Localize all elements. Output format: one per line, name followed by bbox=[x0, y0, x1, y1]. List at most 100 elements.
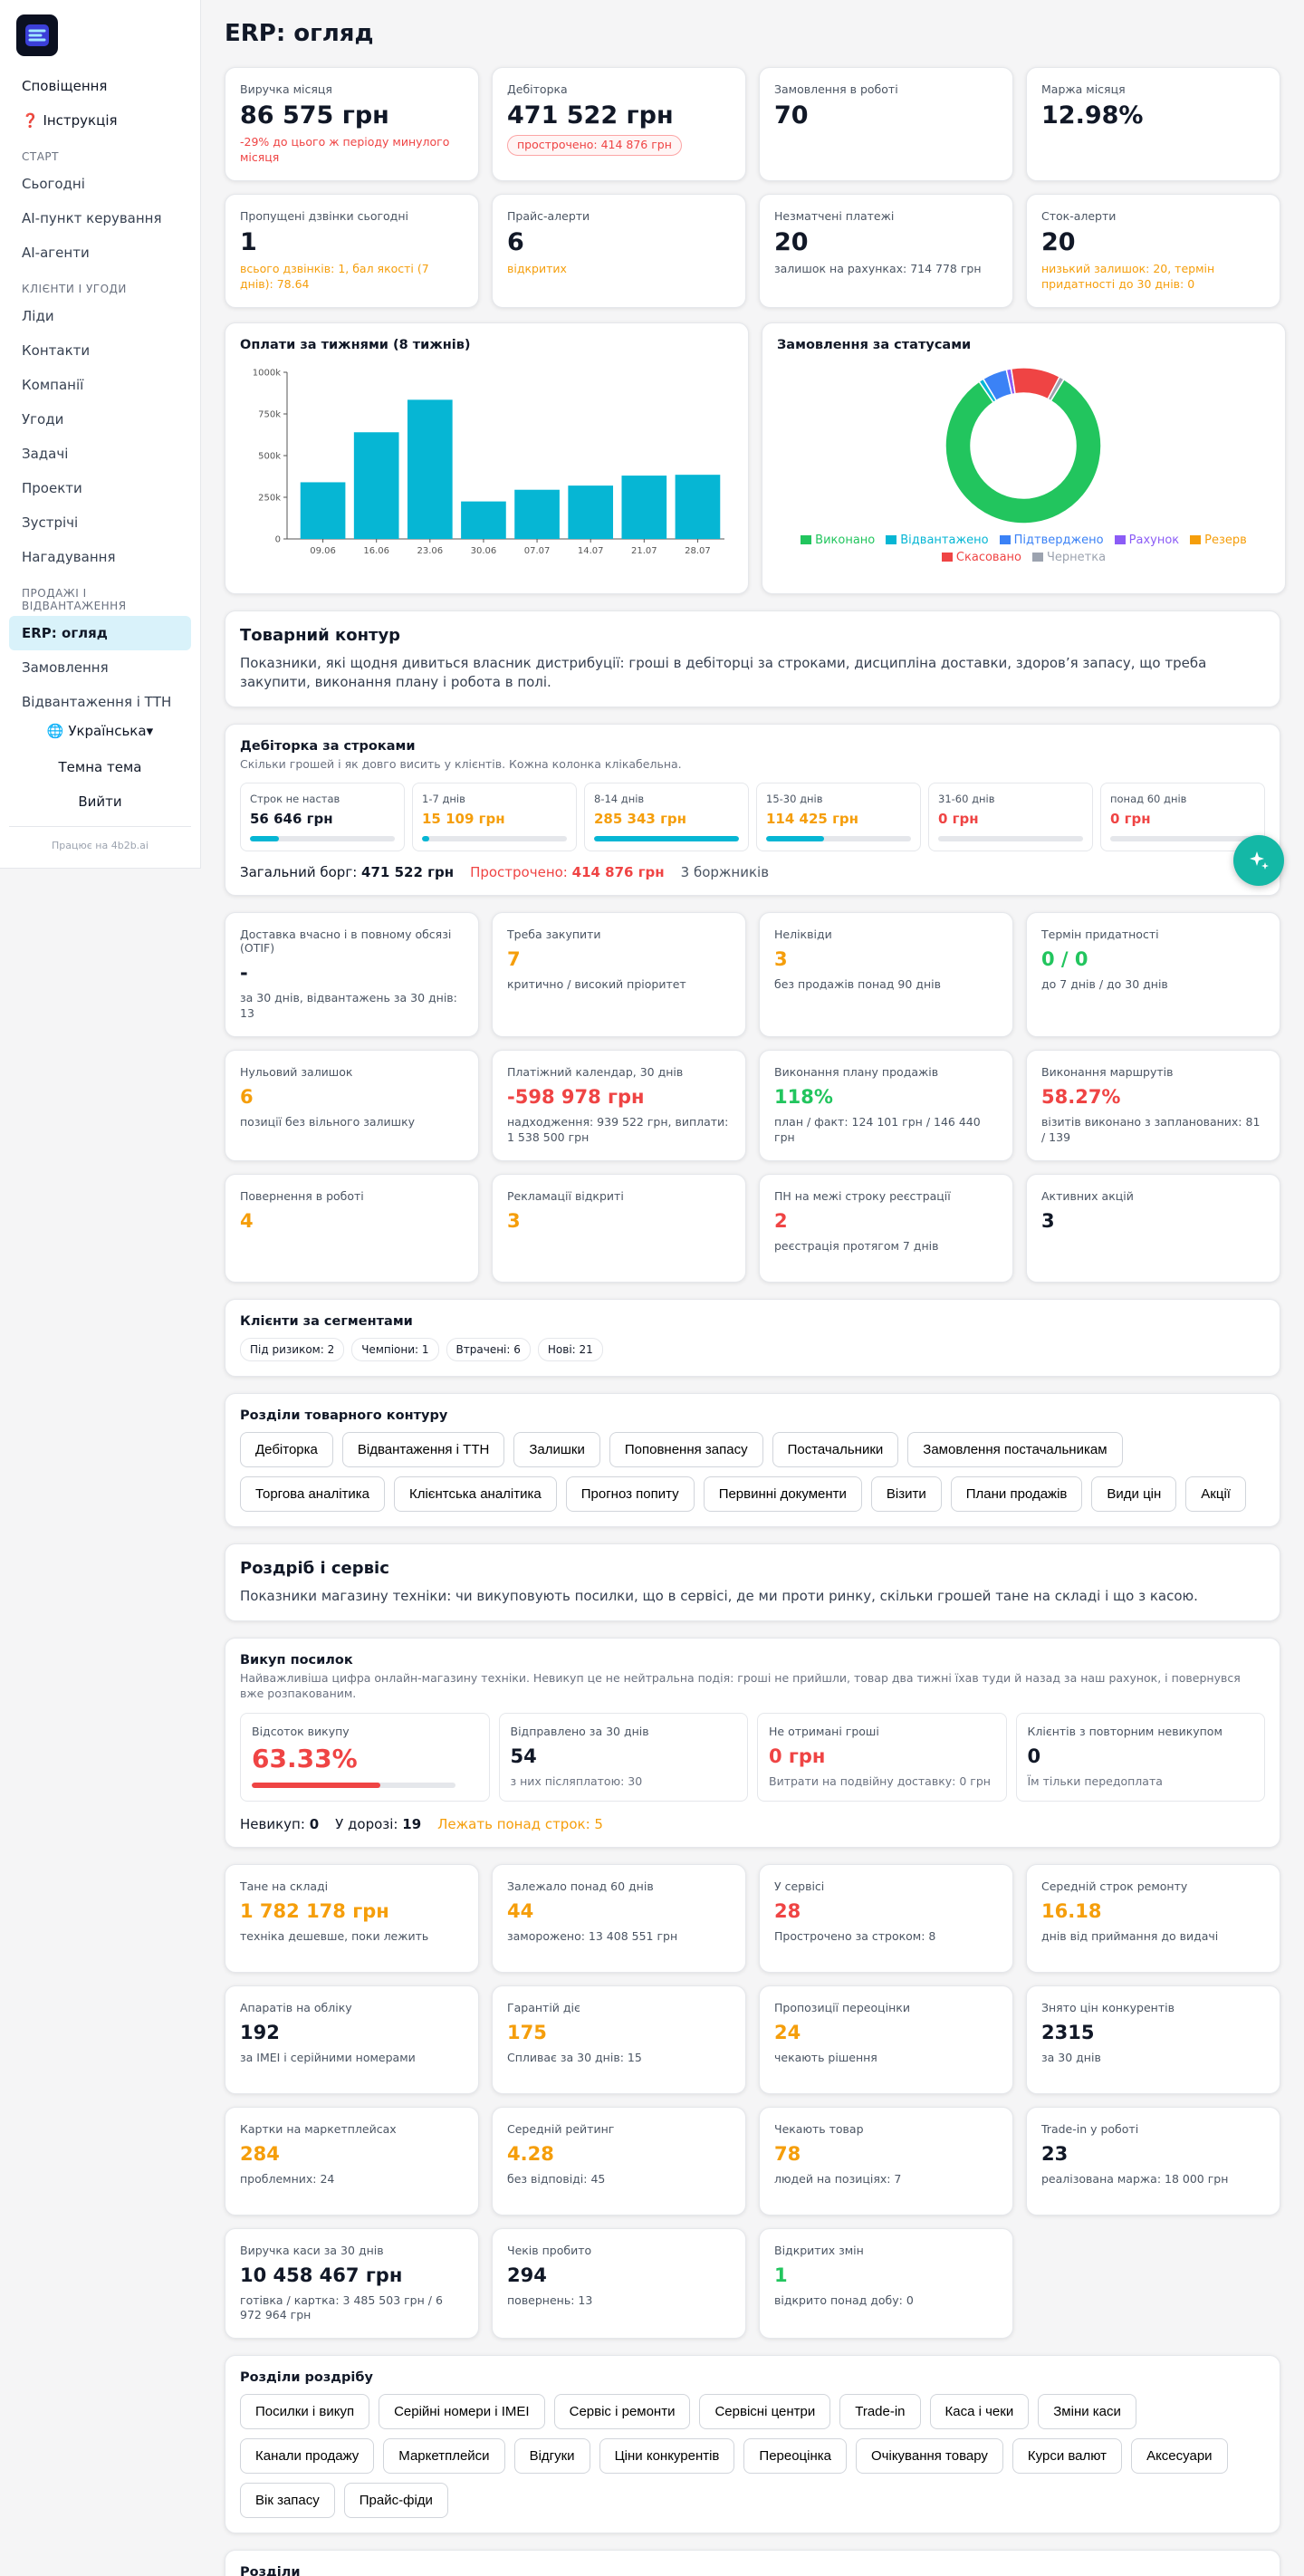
section-button[interactable]: Постачальники bbox=[772, 1431, 899, 1467]
theme-toggle[interactable]: Темна тема bbox=[58, 759, 142, 775]
metric-card[interactable]: Trade-in у роботі 23 реалізована маржа: 18… bbox=[1026, 2106, 1280, 2216]
metric-card[interactable]: Замовлення в роботі 70 bbox=[759, 67, 1013, 181]
aging-bucket[interactable]: 8-14 днів 285 343 грн bbox=[584, 783, 749, 852]
metric-card[interactable]: Треба закупити 7 критично / високий пріори… bbox=[492, 912, 746, 1038]
metric-card[interactable]: Чекають товар 78 людей на позиціях: 7 bbox=[759, 2106, 1013, 2216]
metric-card[interactable]: Виручка місяця 86 575 грн -29% до цього ж … bbox=[225, 67, 479, 181]
nav-link[interactable]: Нагадування bbox=[22, 549, 116, 565]
section-button[interactable]: Trade-in bbox=[839, 2394, 921, 2430]
metric-card[interactable]: Чеків пробито 294 повернень: 13 bbox=[492, 2227, 746, 2340]
nav-link[interactable]: ❓ Інструкція bbox=[22, 112, 118, 129]
segment-chip[interactable]: Втрачені: 6 bbox=[446, 1337, 531, 1361]
metric-card[interactable]: Пропущені дзвінки сьогодні 1 всього дзвінк… bbox=[225, 193, 479, 308]
metric-card[interactable]: Середній строк ремонту 16.18 днів від прий… bbox=[1026, 1863, 1280, 1973]
segment-chip[interactable]: Нові: 21 bbox=[537, 1337, 603, 1361]
metric-card[interactable]: Незматчені платежі 20 залишок на рахунках:… bbox=[759, 193, 1013, 308]
nav-link[interactable]: Контакти bbox=[22, 342, 91, 359]
metric-card[interactable]: Картки на маркетплейсах 284 проблемних: 24 bbox=[225, 2106, 479, 2216]
section-button[interactable]: Клієнтська аналітика bbox=[394, 1475, 557, 1512]
nav-link[interactable]: Компанії bbox=[22, 377, 84, 393]
section-button[interactable]: Маркетплейси bbox=[383, 2438, 505, 2475]
nav-link[interactable]: AI-агенти bbox=[22, 245, 90, 261]
metric-card[interactable]: Повернення в роботі 4 bbox=[225, 1173, 479, 1283]
metric-card[interactable]: Активних акцій 3 bbox=[1026, 1173, 1280, 1283]
section-button[interactable]: Прогноз попиту bbox=[565, 1475, 695, 1512]
metric-card[interactable]: Відкритих змін 1 відкрито понад добу: 0 bbox=[759, 2227, 1013, 2340]
metric-card[interactable]: У сервісі 28 Прострочено за строком: 8 bbox=[759, 1863, 1013, 1973]
nav-link[interactable]: Проекти bbox=[22, 480, 82, 496]
section-button[interactable]: Поповнення запасу bbox=[609, 1431, 763, 1467]
metric-card[interactable]: Дебіторка 471 522 грн прострочено: 414 876… bbox=[492, 67, 746, 181]
metric-card[interactable]: Виконання плану продажів 118% план / факт:… bbox=[759, 1050, 1013, 1161]
ai-button[interactable] bbox=[1233, 835, 1284, 886]
metric-card[interactable]: Виконання маршрутів 58.27% візитів виконан… bbox=[1026, 1050, 1280, 1161]
metric-card[interactable]: Неліквіди 3 без продажів понад 90 днів bbox=[759, 912, 1013, 1038]
section-button[interactable]: Відгуки bbox=[513, 2438, 590, 2475]
metric-card[interactable]: Платіжний календар, 30 днів -598 978 грн н… bbox=[492, 1050, 746, 1161]
section-button[interactable]: Замовлення постачальникам bbox=[907, 1431, 1123, 1467]
nav-link[interactable]: Ліди bbox=[22, 308, 54, 324]
metric-card[interactable]: ПН на межі строку реєстрації 2 реєстрація … bbox=[759, 1173, 1013, 1283]
aging-bucket[interactable]: 15-30 днів 114 425 грн bbox=[756, 783, 921, 852]
metric-card[interactable]: Рекламації відкриті 3 bbox=[492, 1173, 746, 1283]
section-button[interactable]: Переоцінка bbox=[743, 2438, 847, 2475]
metric-card[interactable]: Пропозиції переоцінки 24 чекають рішення bbox=[759, 1985, 1013, 2094]
section-button[interactable]: Серійні номери і IMEI bbox=[379, 2394, 545, 2430]
logo[interactable] bbox=[16, 14, 58, 56]
section-button[interactable]: Прайс-фіди bbox=[343, 2483, 448, 2519]
nav-link[interactable]: AI-пункт керування bbox=[22, 210, 162, 226]
segment-chip[interactable]: Чемпіони: 1 bbox=[351, 1337, 439, 1361]
nav-link[interactable]: ERP: огляд bbox=[9, 616, 191, 650]
metric-card[interactable]: Виручка каси за 30 днів 10 458 467 грн гот… bbox=[225, 2227, 479, 2340]
metric-card[interactable]: Доставка вчасно і в повному обсязі (OTIF… bbox=[225, 912, 479, 1038]
aging-bucket[interactable]: понад 60 днів 0 грн bbox=[1100, 783, 1265, 852]
section-button[interactable]: Сервіс і ремонти bbox=[553, 2394, 691, 2430]
nav-link[interactable]: Задачі bbox=[22, 446, 69, 462]
metric-card[interactable]: Середній рейтинг 4.28 без відповіді: 45 bbox=[492, 2106, 746, 2216]
section-button[interactable]: Торгова аналітика bbox=[240, 1475, 386, 1512]
section-button[interactable]: Плани продажів bbox=[950, 1475, 1083, 1512]
section-button[interactable]: Відвантаження і ТТН bbox=[341, 1431, 505, 1467]
aging-bucket[interactable]: Строк не настав 56 646 грн bbox=[240, 783, 405, 852]
nav-link[interactable]: Сьогодні bbox=[22, 176, 85, 192]
language-select[interactable]: 🌐 Українська▾ bbox=[46, 723, 154, 739]
section-button[interactable]: Курси валют bbox=[1012, 2438, 1123, 2475]
nav-link[interactable]: Відвантаження і ТТН bbox=[22, 694, 172, 710]
metric-card[interactable]: Маржа місяця 12.98% bbox=[1026, 67, 1280, 181]
aging-bucket[interactable]: 31-60 днів 0 грн bbox=[928, 783, 1093, 852]
metric-card[interactable]: Апаратів на обліку 192 за IMEI і серійними… bbox=[225, 1985, 479, 2094]
section-button[interactable]: Посилки і викуп bbox=[240, 2394, 370, 2430]
section-button[interactable]: Очікування товару bbox=[856, 2438, 1003, 2475]
progress-bar bbox=[252, 1782, 381, 1788]
section-button[interactable]: Зміни каси bbox=[1038, 2394, 1136, 2430]
section-button[interactable]: Дебіторка bbox=[240, 1431, 333, 1467]
section-button[interactable]: Канали продажу bbox=[240, 2438, 375, 2475]
section-button[interactable]: Вік запасу bbox=[240, 2483, 335, 2519]
nav-link[interactable]: Замовлення bbox=[22, 659, 109, 676]
metric-card[interactable]: Сток-алерти 20 низький залишок: 20, термін… bbox=[1026, 193, 1280, 308]
segment-chip[interactable]: Під ризиком: 2 bbox=[240, 1337, 345, 1361]
nav-link[interactable]: Зустрічі bbox=[22, 514, 79, 531]
section-button[interactable]: Аксесуари bbox=[1131, 2438, 1228, 2475]
section-button[interactable]: Первинні документи bbox=[703, 1475, 862, 1512]
section-button[interactable]: Залишки bbox=[513, 1431, 600, 1467]
metric-card[interactable]: Тане на складі 1 782 178 грн техніка дешев… bbox=[225, 1863, 479, 1973]
metric-note: позиції без вільного залишку bbox=[240, 1115, 416, 1129]
metric-card[interactable]: Нульовий залишок 6 позиції без вільного за… bbox=[225, 1050, 479, 1161]
metric-card[interactable]: Знято цін конкурентів 2315 за 30 днів bbox=[1026, 1985, 1280, 2094]
logout[interactable]: Вийти bbox=[78, 793, 122, 810]
metric-card[interactable]: Залежало понад 60 днів 44 заморожено: 13 4… bbox=[492, 1863, 746, 1973]
section-button[interactable]: Візити bbox=[870, 1475, 942, 1512]
aging-bucket[interactable]: 1-7 днів 15 109 грн bbox=[412, 783, 577, 852]
metric-card[interactable]: Прайс-алерти 6 відкритих bbox=[492, 193, 746, 308]
metric-card[interactable]: Термін придатності 0 / 0 до 7 днів / до 30… bbox=[1026, 912, 1280, 1038]
nav-link[interactable]: Угоди bbox=[22, 411, 64, 428]
metric-note: Витрати на подвійну доставку: 0 грн bbox=[769, 1773, 991, 1788]
section-button[interactable]: Сервісні центри bbox=[699, 2394, 831, 2430]
section-button[interactable]: Акції bbox=[1185, 1475, 1246, 1512]
section-button[interactable]: Види цін bbox=[1091, 1475, 1177, 1512]
metric-card[interactable]: Гарантій діє 175 Спливає за 30 днів: 15 bbox=[492, 1985, 746, 2094]
section-button[interactable]: Каса і чеки bbox=[929, 2394, 1030, 2430]
nav-link[interactable]: Сповіщення bbox=[22, 78, 108, 94]
section-button[interactable]: Ціни конкурентів bbox=[599, 2438, 735, 2475]
